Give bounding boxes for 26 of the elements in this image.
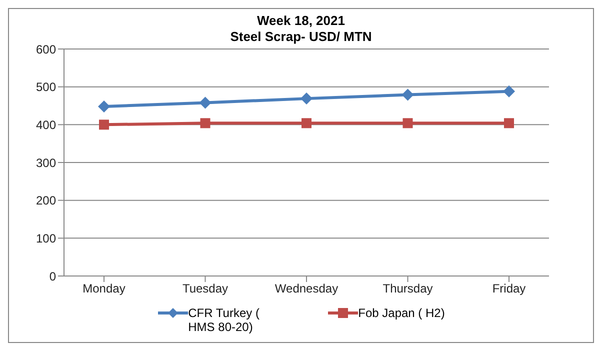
point [98, 100, 110, 113]
point [402, 88, 414, 101]
x-tick-label: Tuesday [182, 282, 228, 296]
point [402, 118, 413, 128]
chart-subtitle: Steel Scrap- USD/ MTN [230, 29, 372, 44]
point [302, 118, 312, 128]
point [99, 120, 109, 130]
x-tick-label: Monday [82, 282, 126, 296]
chart-title: Week 18, 2021 [256, 13, 346, 29]
y-tick-label: 400 [36, 118, 56, 132]
y-tick-label: 100 [36, 231, 56, 246]
y-tick-label: 600 [36, 42, 56, 56]
x-tick-label: Friday [492, 282, 526, 296]
legend-label: CFR Turkey ( HMS 80-20) [188, 306, 260, 334]
y-tick-label: 300 [36, 156, 56, 170]
legend-label: Fob Japan ( H2) [358, 306, 445, 320]
point [504, 118, 514, 128]
y-tick-label: 200 [36, 194, 56, 208]
y-tick-label: 500 [36, 80, 56, 94]
y-tick-label: 0 [49, 269, 56, 284]
x-tick-label: Thursday [382, 282, 433, 296]
point [199, 96, 212, 109]
point [503, 85, 515, 98]
point [300, 92, 312, 105]
x-tick-label: Wednesday [274, 282, 338, 296]
point [200, 118, 210, 128]
